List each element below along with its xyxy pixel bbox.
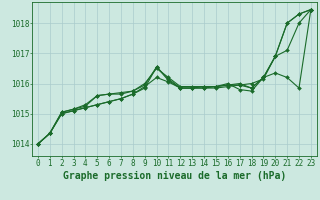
X-axis label: Graphe pression niveau de la mer (hPa): Graphe pression niveau de la mer (hPa) [63, 171, 286, 181]
